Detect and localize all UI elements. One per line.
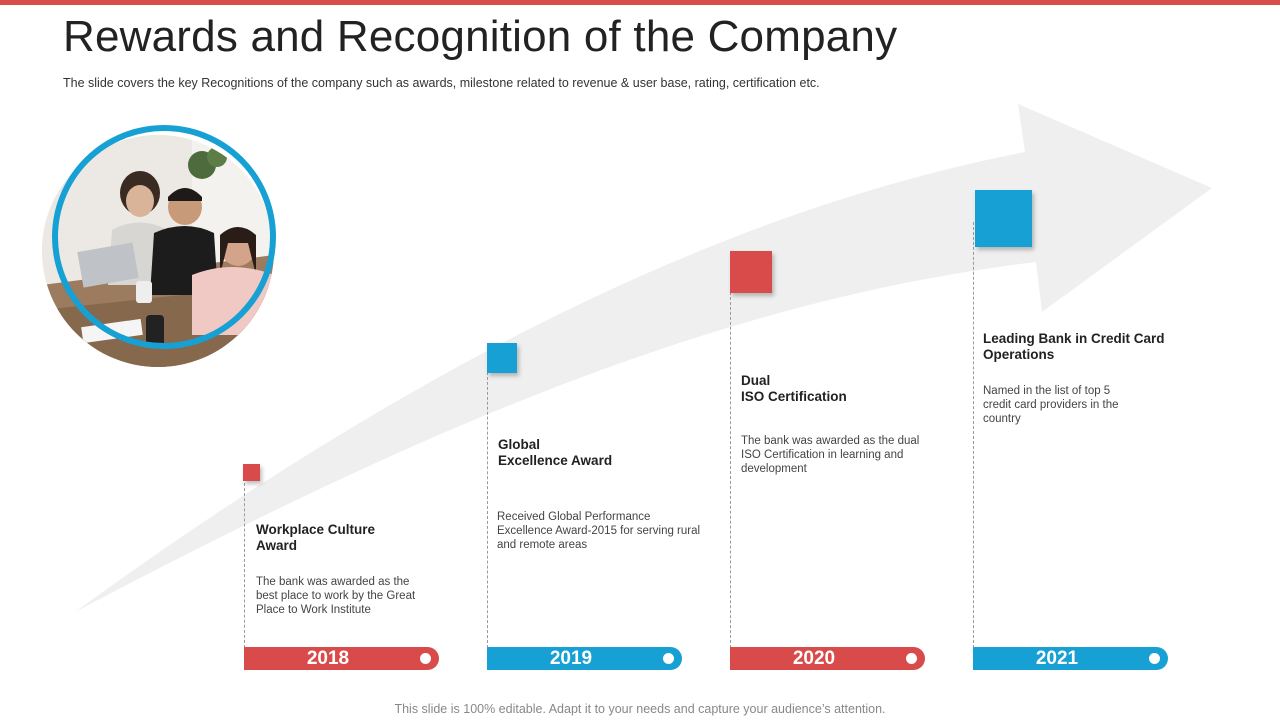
year-dot-icon xyxy=(1149,653,1160,664)
year-pill-2021: 2021 xyxy=(973,647,1168,670)
timeline-dashed-line-2019 xyxy=(487,372,488,648)
year-pill-2019: 2019 xyxy=(487,647,682,670)
year-pill-2020: 2020 xyxy=(730,647,925,670)
year-dot-icon xyxy=(420,653,431,664)
year-dot-icon xyxy=(906,653,917,664)
photo-ring xyxy=(52,125,276,349)
award-title-2019: Global Excellence Award xyxy=(498,437,613,468)
slide-title: Rewards and Recognition of the Company xyxy=(63,12,898,61)
milestone-marker-2020 xyxy=(730,251,772,293)
slide-footer-note: This slide is 100% editable. Adapt it to… xyxy=(394,701,886,716)
award-title-2021: Leading Bank in Credit Card Operations xyxy=(983,331,1165,362)
timeline-dashed-line-2021 xyxy=(973,222,974,648)
year-dot-icon xyxy=(663,653,674,664)
year-pill-2018: 2018 xyxy=(244,647,439,670)
year-label-2019: 2019 xyxy=(549,648,593,669)
slide-subtitle: The slide covers the key Recognitions of… xyxy=(63,76,820,90)
year-label-2018: 2018 xyxy=(306,648,350,669)
year-label-2020: 2020 xyxy=(792,648,836,669)
year-label-2021: 2021 xyxy=(1035,648,1079,669)
award-description-2020: The bank was awarded as the dual ISO Cer… xyxy=(741,435,920,475)
top-accent-bar xyxy=(0,0,1280,5)
milestone-marker-2021 xyxy=(975,190,1032,247)
milestone-marker-2019 xyxy=(487,343,517,373)
award-description-2021: Named in the list of top 5 credit card p… xyxy=(983,385,1119,425)
award-description-2018: The bank was awarded as the best place t… xyxy=(256,576,416,616)
milestone-marker-2018 xyxy=(243,464,260,481)
award-description-2019: Received Global Performance Excellence A… xyxy=(497,511,701,551)
award-title-2020: Dual ISO Certification xyxy=(741,373,847,404)
award-title-2018: Workplace Culture Award xyxy=(256,522,376,553)
timeline-dashed-line-2020 xyxy=(730,292,731,648)
timeline-dashed-line-2018 xyxy=(244,478,245,648)
